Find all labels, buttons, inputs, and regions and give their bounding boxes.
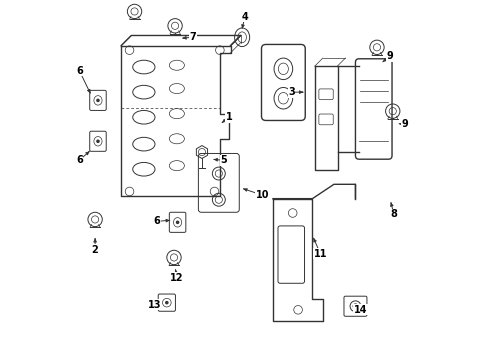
- Text: 2: 2: [92, 245, 98, 255]
- Text: 5: 5: [220, 155, 227, 165]
- Text: 13: 13: [148, 300, 161, 310]
- Text: 3: 3: [288, 87, 295, 97]
- Circle shape: [96, 99, 100, 102]
- Circle shape: [165, 301, 169, 305]
- Text: 8: 8: [391, 209, 397, 219]
- Text: 6: 6: [154, 216, 161, 226]
- Text: 6: 6: [76, 155, 83, 165]
- Text: 12: 12: [170, 273, 184, 283]
- Text: 6: 6: [76, 66, 83, 76]
- Text: 14: 14: [354, 305, 367, 315]
- Circle shape: [96, 139, 100, 143]
- Text: 10: 10: [255, 190, 269, 200]
- Circle shape: [176, 221, 179, 224]
- Text: 9: 9: [401, 120, 408, 129]
- Text: 7: 7: [190, 32, 196, 42]
- Text: 9: 9: [387, 51, 393, 61]
- Text: 11: 11: [314, 248, 327, 258]
- Text: 4: 4: [242, 12, 248, 22]
- Text: 1: 1: [225, 112, 232, 122]
